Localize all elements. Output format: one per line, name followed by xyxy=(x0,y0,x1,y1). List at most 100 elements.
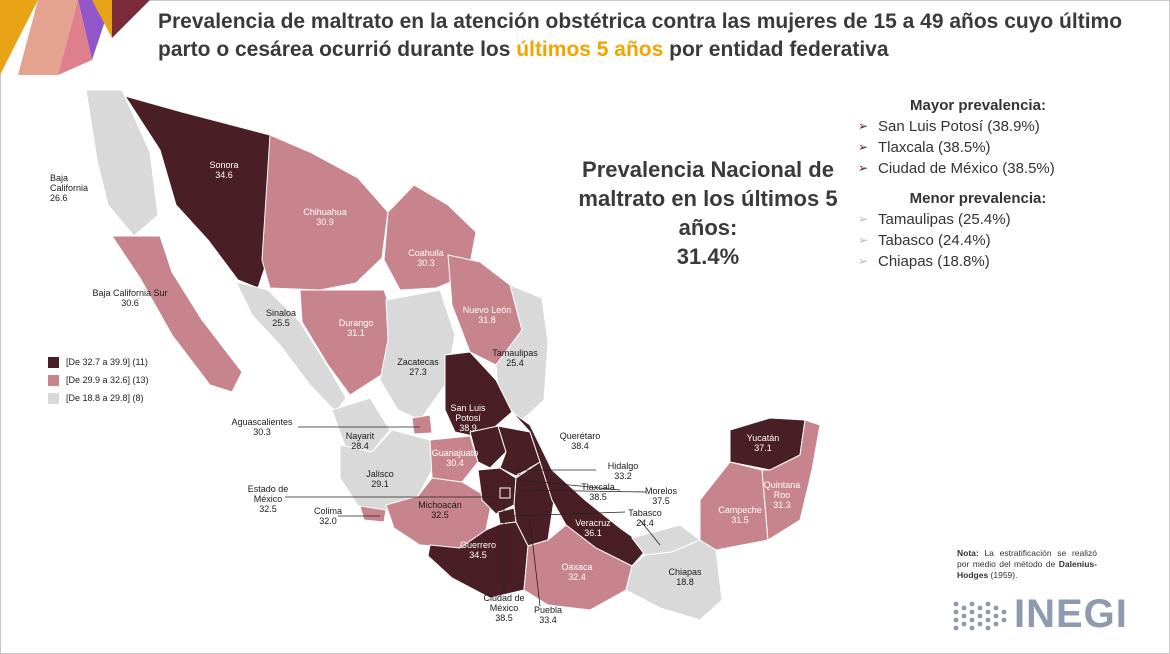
state-name: Jalisco xyxy=(366,469,394,479)
state-durango xyxy=(299,289,399,396)
label-yucatan: Yucatán 37.1 xyxy=(738,433,788,453)
legend-swatch xyxy=(48,356,59,368)
state-guanajuato xyxy=(429,435,479,483)
low-heading: Menor prevalencia: xyxy=(909,190,1047,207)
state-name: Oaxaca xyxy=(561,562,593,572)
state-name: Baja California xyxy=(50,173,89,193)
arrow-icon: ➢ xyxy=(858,161,869,175)
state-name: Coahuila xyxy=(408,248,444,258)
state-value: 36.1 xyxy=(584,528,602,538)
label-hidalgo: Hidalgo 33.2 xyxy=(600,461,646,481)
note-year: (1959). xyxy=(988,570,1018,580)
list-item-text: Tabasco (24.4%) xyxy=(878,232,991,249)
label-quintana-roo: Quintana Roo 31.3 xyxy=(762,480,802,510)
state-name: Querétaro xyxy=(559,431,601,441)
label-durango: Durango 31.1 xyxy=(330,318,382,338)
list-item-text: Chiapas (18.8%) xyxy=(878,253,990,270)
state-value: 18.8 xyxy=(676,577,694,587)
arrow-icon: ➢ xyxy=(858,212,869,226)
label-baja-california-sur: Baja California Sur 30.6 xyxy=(92,288,168,308)
state-value: 31.8 xyxy=(478,315,496,325)
label-san-luis-potosi: San Luis Potosí 38.9 xyxy=(446,403,490,433)
label-chiapas: Chiapas 18.8 xyxy=(660,567,710,587)
state-name: Nayarit xyxy=(345,431,375,441)
state-name: Campeche xyxy=(718,505,762,515)
label-jalisco: Jalisco 29.1 xyxy=(356,469,404,489)
label-guerrero: Guerrero 34.5 xyxy=(450,540,506,560)
state-queretaro xyxy=(469,425,507,469)
list-item-text: San Luis Potosí (38.9%) xyxy=(878,118,1040,135)
title-highlight: últimos 5 años xyxy=(516,38,664,61)
state-name: Chihuahua xyxy=(303,207,347,217)
state-value: 30.9 xyxy=(316,217,334,227)
legend-item: [De 18.8 a 29.8] (8) xyxy=(48,389,149,407)
state-value: 38.9 xyxy=(459,423,477,433)
label-sonora: Sonora 34.6 xyxy=(196,160,252,180)
label-estado-de-mexico: Estado de México 32.5 xyxy=(240,484,296,514)
state-name: Chiapas xyxy=(668,567,702,577)
state-value: 25.4 xyxy=(506,358,524,368)
state-colima xyxy=(359,505,387,523)
inegi-dots-icon xyxy=(953,601,1007,630)
state-name: Aguascalientes xyxy=(231,417,293,427)
list-item-text: Tlaxcala (38.5%) xyxy=(878,139,991,156)
state-value: 33.4 xyxy=(539,615,557,625)
legend-item: [De 32.7 a 39.9] (11) xyxy=(48,353,149,371)
state-value: 31.3 xyxy=(773,500,791,510)
state-san-luis-potosi xyxy=(444,351,513,439)
national-value: 31.4% xyxy=(676,244,740,269)
label-tamaulipas: Tamaulipas 25.4 xyxy=(484,348,546,368)
map-legend: [De 32.7 a 39.9] (11) [De 29.9 a 32.6] (… xyxy=(48,353,149,407)
list-item: ➢ San Luis Potosí (38.9%) xyxy=(858,116,1098,137)
label-nuevo-leon: Nuevo León 31.8 xyxy=(456,305,518,325)
state-sonora xyxy=(123,95,271,289)
state-value: 27.3 xyxy=(409,367,427,377)
low-list: ➢ Tamaulipas (25.4%) ➢ Tabasco (24.4%) ➢ Ch… xyxy=(858,209,1098,272)
arrow-icon: ➢ xyxy=(858,254,869,268)
label-tabasco: Tabasco 24.4 xyxy=(620,508,670,528)
label-ciudad-de-mexico: Ciudad de México 38.5 xyxy=(478,593,530,623)
state-value: 34.6 xyxy=(215,170,233,180)
label-oaxaca: Oaxaca 32.4 xyxy=(552,562,602,582)
state-value: 38.4 xyxy=(571,441,589,451)
legend-swatch xyxy=(48,374,59,386)
note-text: La estratificación se realizó por medio … xyxy=(957,548,1097,569)
state-value: 26.6 xyxy=(50,193,68,203)
label-guanajuato: Guanajuato 30.4 xyxy=(424,448,486,468)
state-value: 37.5 xyxy=(652,496,670,506)
label-coahuila: Coahuila 30.3 xyxy=(400,248,452,268)
label-michoacan: Michoacán 32.5 xyxy=(410,500,470,520)
title-part1: Prevalencia de maltrato en la atención o… xyxy=(158,10,1123,61)
state-value: 38.5 xyxy=(495,613,513,623)
national-text: Prevalencia Nacional de maltrato en los … xyxy=(578,157,838,240)
state-baja-california-sur xyxy=(111,235,243,393)
national-prevalence: Prevalencia Nacional de maltrato en los … xyxy=(578,155,838,271)
arrow-icon: ➢ xyxy=(858,119,869,133)
state-value: 38.5 xyxy=(589,492,607,502)
list-item: ➢ Chiapas (18.8%) xyxy=(858,251,1098,272)
state-name: Ciudad de México xyxy=(483,593,525,613)
label-nayarit: Nayarit 28.4 xyxy=(338,431,382,451)
legend-label: [De 18.8 a 29.8] (8) xyxy=(66,393,144,403)
list-item-text: Tamaulipas (25.4%) xyxy=(878,211,1011,228)
state-name: Tabasco xyxy=(628,508,662,518)
state-name: Durango xyxy=(338,318,374,328)
inegi-logo-text: INEGI xyxy=(1014,592,1128,636)
label-tlaxcala: Tlaxcala 38.5 xyxy=(574,482,622,502)
state-zacatecas xyxy=(379,289,456,421)
label-veracruz: Veracruz 36.1 xyxy=(568,518,618,538)
state-value: 32.0 xyxy=(319,516,337,526)
state-value: 30.3 xyxy=(253,427,271,437)
leader-lines xyxy=(285,426,661,607)
label-chihuahua: Chihuahua 30.9 xyxy=(294,207,356,227)
state-name: Colima xyxy=(313,506,342,516)
state-value: 33.2 xyxy=(614,471,632,481)
state-value: 30.3 xyxy=(417,258,435,268)
label-puebla: Puebla 33.4 xyxy=(526,605,570,625)
state-tamaulipas xyxy=(495,284,549,423)
list-item: ➢ Tamaulipas (25.4%) xyxy=(858,209,1098,230)
state-name: Puebla xyxy=(533,605,563,615)
state-value: 32.5 xyxy=(431,510,449,520)
label-sinaloa: Sinaloa 25.5 xyxy=(256,308,306,328)
legend-swatch xyxy=(48,392,59,404)
